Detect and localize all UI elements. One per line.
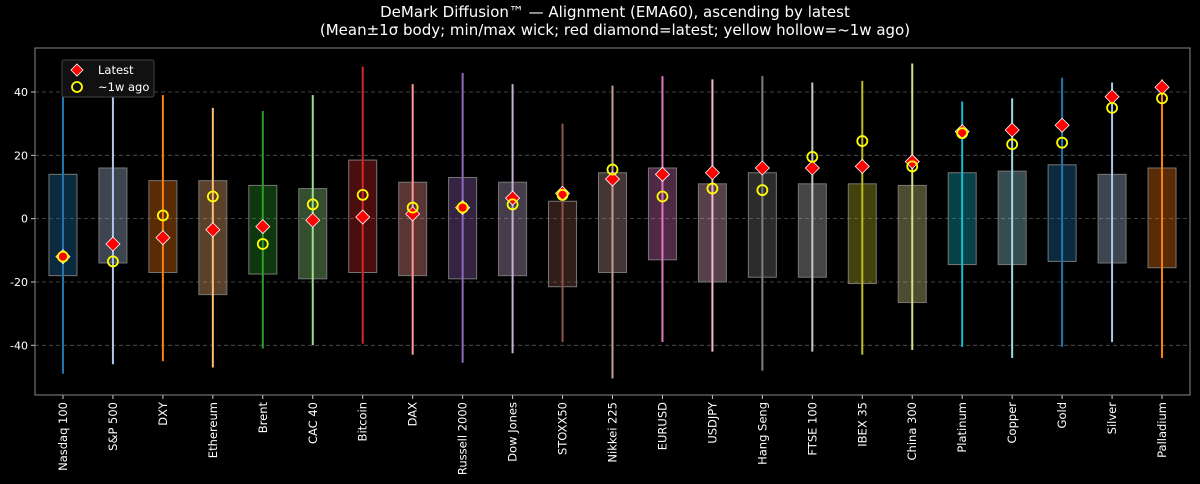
week-ago-marker-1 bbox=[107, 255, 119, 268]
x-tick-label: China 300 bbox=[905, 402, 919, 460]
week-ago-marker-19 bbox=[1006, 138, 1019, 151]
y-tick-label: -40 bbox=[10, 339, 28, 352]
x-tick-label: DAX bbox=[406, 402, 420, 427]
latest-marker-11 bbox=[604, 171, 621, 187]
week-ago-marker-22 bbox=[1156, 92, 1168, 105]
week-ago-marker-12 bbox=[656, 190, 669, 203]
week-ago-marker-2 bbox=[156, 209, 169, 222]
latest-marker-16 bbox=[854, 158, 870, 174]
x-tick-label: Platinum bbox=[955, 402, 969, 453]
legend-box bbox=[61, 59, 155, 98]
latest-marker-6 bbox=[355, 209, 371, 225]
latest-marker-1 bbox=[105, 236, 121, 252]
legend-latest-label: Latest bbox=[98, 63, 134, 77]
y-tick-label: 0 bbox=[21, 213, 28, 226]
y-tick-label: -20 bbox=[10, 276, 28, 289]
week-ago-marker-4 bbox=[256, 238, 269, 250]
week-ago-marker-11 bbox=[606, 163, 619, 176]
x-tick-label: Silver bbox=[1105, 402, 1119, 435]
x-tick-label: Nikkei 225 bbox=[606, 402, 620, 463]
x-tick-label: EURUSD bbox=[655, 402, 669, 450]
chart-subtitle: (Mean±1σ body; min/max wick; red diamond… bbox=[320, 21, 910, 39]
week-ago-marker-6 bbox=[356, 189, 369, 201]
latest-marker-7 bbox=[405, 206, 421, 222]
latest-marker-5 bbox=[305, 212, 321, 228]
latest-marker-15 bbox=[804, 160, 820, 176]
latest-marker-14 bbox=[754, 160, 770, 176]
x-tick-label: FTSE 100 bbox=[805, 402, 819, 456]
x-tick-label: Brent bbox=[256, 402, 270, 434]
x-tick-label: STOXX50 bbox=[556, 402, 570, 455]
latest-marker-19 bbox=[1004, 122, 1020, 138]
x-tick-label: S&P 500 bbox=[106, 402, 120, 451]
x-tick-label: CAC 40 bbox=[306, 402, 320, 444]
x-tick-label: Russell 2000 bbox=[456, 402, 470, 475]
x-tick-label: Ethereum bbox=[206, 402, 220, 458]
legend: Latest ~1w ago bbox=[61, 59, 155, 98]
y-tick-label: 20 bbox=[14, 149, 28, 162]
week-ago-marker-17 bbox=[906, 160, 919, 173]
week-ago-marker-8 bbox=[456, 201, 469, 214]
x-tick-label: Nasdaq 100 bbox=[56, 402, 70, 471]
week-ago-marker-7 bbox=[406, 201, 419, 214]
week-ago-marker-16 bbox=[856, 135, 869, 147]
week-ago-marker-3 bbox=[206, 190, 219, 203]
week-ago-marker-18 bbox=[956, 127, 969, 140]
plot-frame bbox=[34, 47, 1191, 396]
week-ago-marker-14 bbox=[756, 184, 769, 197]
week-ago-marker-0 bbox=[57, 250, 69, 263]
x-axis: Nasdaq 100 S&P 500 DXY Ethereum Brent CAC 40 B… bbox=[56, 395, 1169, 475]
week-ago-marker-5 bbox=[306, 198, 319, 211]
week-ago-marker-21 bbox=[1106, 101, 1118, 114]
latest-marker-12 bbox=[654, 166, 671, 182]
latest-marker-2 bbox=[155, 230, 171, 246]
x-tick-label: Copper bbox=[1005, 402, 1019, 444]
latest-marker-21 bbox=[1104, 89, 1120, 105]
x-tick-label: USDJPY bbox=[705, 401, 719, 444]
x-tick-label: Gold bbox=[1055, 402, 1069, 428]
week-ago-marker-20 bbox=[1056, 136, 1069, 149]
y-tick-label: 40 bbox=[14, 86, 28, 99]
week-ago-marker-9 bbox=[506, 198, 519, 211]
x-tick-label: Bitcoin bbox=[356, 402, 370, 441]
week-ago-marker-10 bbox=[556, 189, 569, 201]
x-tick-label: DXY bbox=[156, 401, 170, 426]
latest-marker-20 bbox=[1054, 117, 1070, 133]
chart-title: DeMark Diffusion™ — Alignment (EMA60), a… bbox=[380, 3, 850, 21]
week-ago-marker-13 bbox=[706, 182, 719, 195]
legend-week-ago-circle-icon bbox=[71, 81, 83, 93]
x-tick-label: IBEX 35 bbox=[855, 402, 869, 447]
legend-latest-diamond-icon bbox=[70, 63, 84, 77]
x-tick-label: Palladium bbox=[1155, 402, 1169, 458]
marks bbox=[48, 63, 1177, 379]
latest-marker-3 bbox=[205, 222, 221, 238]
x-tick-label: Dow Jones bbox=[506, 402, 520, 462]
latest-marker-4 bbox=[255, 219, 271, 235]
latest-marker-22 bbox=[1154, 79, 1170, 95]
latest-marker-13 bbox=[704, 165, 720, 181]
y-axis: -40 -20 0 20 40 bbox=[10, 86, 35, 352]
week-ago-marker-15 bbox=[806, 151, 819, 163]
legend-week-ago-label: ~1w ago bbox=[98, 80, 149, 94]
x-tick-label: Hang Seng bbox=[755, 402, 769, 465]
